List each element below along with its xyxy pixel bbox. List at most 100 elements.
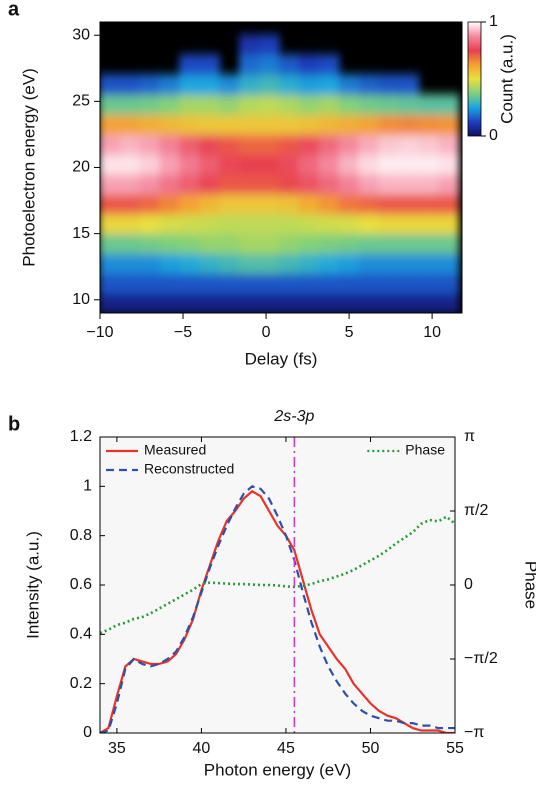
heatmap-cell xyxy=(398,153,420,175)
heatmap-cell xyxy=(278,252,300,274)
heatmap-cell xyxy=(238,153,260,175)
heatmap-cell xyxy=(139,272,161,294)
y2-tick-label: −π xyxy=(464,724,484,741)
heatmap-cell xyxy=(159,173,181,195)
heatmap-cell xyxy=(358,252,380,274)
heatmap-cell xyxy=(199,233,221,254)
y-tick-label: 20 xyxy=(72,159,90,176)
panel-label: b xyxy=(8,413,20,435)
heatmap-cell xyxy=(199,74,221,96)
heatmap-cell xyxy=(119,114,141,135)
heatmap-cell xyxy=(358,292,380,313)
heatmap-cell xyxy=(100,272,121,294)
heatmap-cell xyxy=(298,252,320,274)
heatmap-cell xyxy=(219,292,240,313)
y-axis-title: Photoelectron energy (eV) xyxy=(19,68,38,266)
heatmap-cell xyxy=(139,114,161,135)
y2-axis-title: Phase xyxy=(522,561,536,609)
heatmap-cell xyxy=(179,272,201,294)
heatmap-cell xyxy=(258,94,280,116)
heatmap-cell xyxy=(159,114,181,135)
heatmap-cell xyxy=(338,153,360,175)
y2-tick-label: −π/2 xyxy=(464,650,498,667)
heatmap-cell xyxy=(418,252,440,274)
heatmap-cell xyxy=(139,74,161,96)
heatmap-cell xyxy=(438,94,460,116)
heatmap-cell xyxy=(278,74,300,96)
series-line xyxy=(100,485,455,733)
x-axis-title: Delay (fs) xyxy=(245,349,318,368)
y-tick-label: 0.4 xyxy=(70,626,92,643)
heatmap-cell xyxy=(119,213,141,235)
heatmap-cell xyxy=(378,272,400,294)
heatmap-cell xyxy=(338,213,360,235)
heatmap-cell xyxy=(358,114,380,135)
heatmap-cell xyxy=(258,272,280,294)
heatmap-cell xyxy=(159,292,181,313)
heatmap-cell xyxy=(238,114,260,135)
heatmap-cell xyxy=(418,173,440,195)
heatmap-cell xyxy=(258,74,280,96)
series-line xyxy=(100,489,455,733)
heatmap-cell xyxy=(179,94,201,116)
heatmap-cell xyxy=(278,133,300,155)
heatmap-cell xyxy=(418,193,440,215)
heatmap-cell xyxy=(378,153,400,175)
heatmap-cell xyxy=(100,252,121,274)
colorbar-title: Count (a.u.) xyxy=(497,34,516,124)
x-tick-label: 50 xyxy=(362,740,380,757)
heatmap-cell xyxy=(378,233,400,254)
heatmap-cell xyxy=(298,114,320,135)
heatmap-cell xyxy=(238,233,260,254)
heatmap-cell xyxy=(278,54,300,76)
heatmap-cell xyxy=(119,252,141,274)
heatmap-cell xyxy=(179,252,201,274)
heatmap-cell xyxy=(418,233,440,254)
heatmap-cell xyxy=(179,173,201,195)
heatmap-cell xyxy=(338,272,360,294)
heatmap-cell xyxy=(219,153,240,175)
heatmap-cell xyxy=(258,54,280,76)
x-tick-label: −10 xyxy=(86,324,113,341)
heatmap-cell xyxy=(139,292,161,313)
heatmap-cell xyxy=(298,54,320,76)
plot-area xyxy=(100,485,455,733)
y-tick-label: 1 xyxy=(83,478,92,495)
heatmap-cell xyxy=(258,213,280,235)
heatmap-cell xyxy=(100,94,121,116)
heatmap-cell xyxy=(378,114,400,135)
heatmap-cell xyxy=(278,94,300,116)
heatmap-cell xyxy=(318,213,340,235)
heatmap-cell xyxy=(159,74,181,96)
heatmap-cell xyxy=(219,133,240,155)
heatmap-cell xyxy=(238,34,260,56)
heatmap-cell xyxy=(238,173,260,195)
heatmap-cell xyxy=(418,272,440,294)
heatmap-cell xyxy=(100,233,121,254)
heatmap-cell xyxy=(199,252,221,274)
heatmap-cell xyxy=(318,114,340,135)
heatmap-cell xyxy=(438,114,460,135)
heatmap-cell xyxy=(298,272,320,294)
heatmap-cell xyxy=(199,173,221,195)
heatmap-cell xyxy=(258,133,280,155)
heatmap-cell xyxy=(159,233,181,254)
heatmap-cell xyxy=(298,153,320,175)
heatmap-cell xyxy=(238,74,260,96)
heatmap-cell xyxy=(238,193,260,215)
heatmap-cell xyxy=(378,193,400,215)
heatmap-cell xyxy=(318,133,340,155)
heatmap-cell xyxy=(278,193,300,215)
heatmap-cell xyxy=(278,173,300,195)
heatmap-cell xyxy=(119,74,141,96)
heatmap-cell xyxy=(378,74,400,96)
heatmap-cell xyxy=(358,133,380,155)
heatmap-cell xyxy=(278,213,300,235)
heatmap-cell xyxy=(219,233,240,254)
heatmap-cell xyxy=(418,114,440,135)
heatmap-cell xyxy=(219,272,240,294)
heatmap-cell xyxy=(199,292,221,313)
heatmap-cell xyxy=(438,173,460,195)
heatmap-cell xyxy=(139,153,161,175)
heatmap-cell xyxy=(318,54,340,76)
